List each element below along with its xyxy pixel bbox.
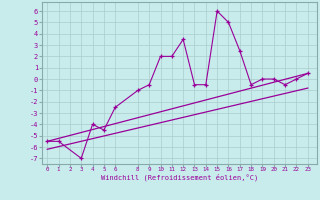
X-axis label: Windchill (Refroidissement éolien,°C): Windchill (Refroidissement éolien,°C) — [100, 174, 258, 181]
